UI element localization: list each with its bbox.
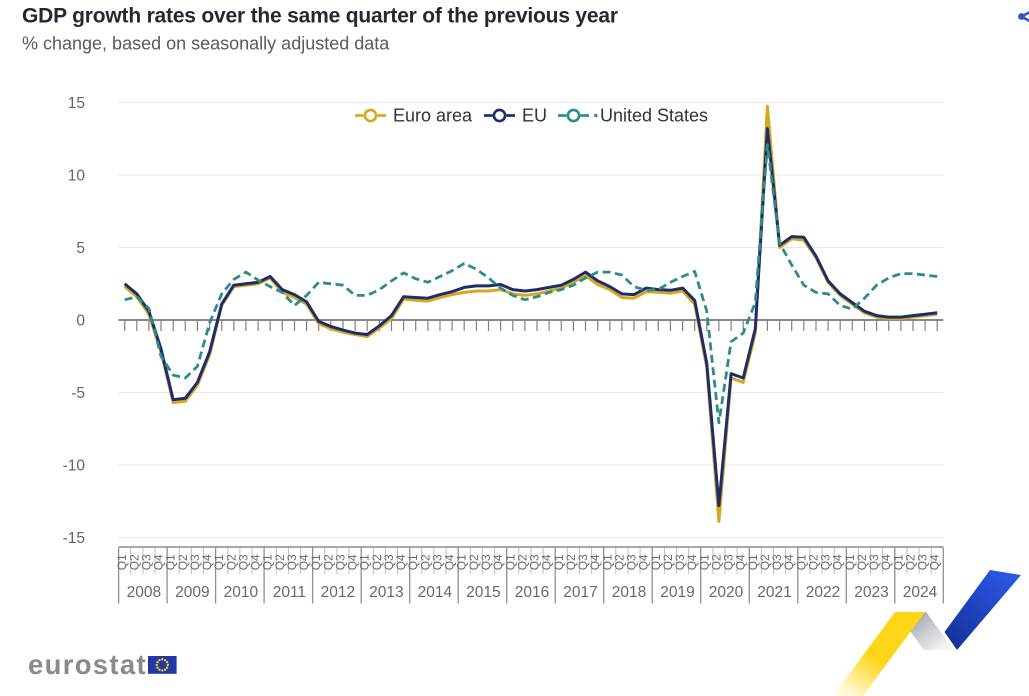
svg-text:% change, based on seasonally: % change, based on seasonally adjusted d… bbox=[22, 34, 390, 54]
svg-text:Q4: Q4 bbox=[637, 554, 651, 570]
svg-text:Q2: Q2 bbox=[612, 554, 626, 570]
svg-text:15: 15 bbox=[68, 95, 85, 112]
svg-text:Q4: Q4 bbox=[831, 554, 845, 570]
svg-text:Euro area: Euro area bbox=[393, 106, 473, 126]
svg-text:Q3: Q3 bbox=[139, 554, 153, 570]
svg-text:Q1: Q1 bbox=[503, 554, 517, 570]
svg-text:Q1: Q1 bbox=[843, 554, 857, 570]
svg-text:Q4: Q4 bbox=[879, 554, 893, 570]
svg-text:2018: 2018 bbox=[612, 584, 646, 601]
svg-text:2011: 2011 bbox=[273, 584, 306, 601]
svg-text:Q4: Q4 bbox=[394, 554, 408, 570]
svg-text:Q1: Q1 bbox=[600, 554, 614, 570]
svg-text:Q4: Q4 bbox=[734, 554, 748, 570]
svg-text:Q1: Q1 bbox=[649, 554, 663, 570]
svg-text:Q4: Q4 bbox=[346, 554, 360, 570]
svg-text:2024: 2024 bbox=[903, 584, 938, 601]
svg-text:0: 0 bbox=[76, 312, 85, 329]
svg-text:Q4: Q4 bbox=[152, 554, 166, 570]
svg-text:Q2: Q2 bbox=[418, 554, 432, 570]
svg-text:Q1: Q1 bbox=[891, 554, 905, 570]
svg-text:-5: -5 bbox=[71, 385, 85, 402]
svg-text:Q3: Q3 bbox=[916, 554, 930, 570]
svg-text:Q1: Q1 bbox=[455, 554, 469, 570]
svg-text:Q1: Q1 bbox=[115, 554, 129, 570]
svg-text:Q4: Q4 bbox=[588, 554, 602, 570]
svg-text:Q2: Q2 bbox=[758, 554, 772, 570]
svg-text:Q1: Q1 bbox=[746, 554, 760, 570]
svg-text:2014: 2014 bbox=[418, 584, 453, 601]
svg-text:Q3: Q3 bbox=[236, 554, 250, 570]
svg-text:Q2: Q2 bbox=[176, 554, 190, 570]
svg-text:Q1: Q1 bbox=[164, 554, 178, 570]
svg-text:Q1: Q1 bbox=[552, 554, 566, 570]
svg-text:Q3: Q3 bbox=[576, 554, 590, 570]
svg-text:5: 5 bbox=[76, 240, 85, 257]
svg-text:Q4: Q4 bbox=[491, 554, 505, 570]
svg-text:Q3: Q3 bbox=[819, 554, 833, 570]
svg-text:Q2: Q2 bbox=[370, 554, 384, 570]
svg-text:United States: United States bbox=[600, 106, 708, 126]
svg-text:Q3: Q3 bbox=[334, 554, 348, 570]
svg-text:Q4: Q4 bbox=[540, 554, 554, 570]
svg-text:Q1: Q1 bbox=[794, 554, 808, 570]
svg-text:eurostat: eurostat bbox=[28, 649, 147, 680]
svg-text:Q3: Q3 bbox=[722, 554, 736, 570]
svg-text:2013: 2013 bbox=[369, 584, 403, 601]
svg-text:Q2: Q2 bbox=[224, 554, 238, 570]
svg-text:EU: EU bbox=[522, 106, 547, 126]
svg-text:2012: 2012 bbox=[321, 584, 355, 601]
svg-text:2023: 2023 bbox=[854, 584, 888, 601]
svg-text:Q2: Q2 bbox=[321, 554, 335, 570]
svg-text:Q2: Q2 bbox=[515, 554, 529, 570]
svg-text:Q2: Q2 bbox=[467, 554, 481, 570]
svg-text:Q2: Q2 bbox=[564, 554, 578, 570]
svg-text:Q1: Q1 bbox=[406, 554, 420, 570]
svg-text:2015: 2015 bbox=[466, 584, 500, 601]
svg-text:Q3: Q3 bbox=[382, 554, 396, 570]
svg-text:Q2: Q2 bbox=[127, 554, 141, 570]
svg-text:Q4: Q4 bbox=[297, 554, 311, 570]
svg-text:Q4: Q4 bbox=[249, 554, 263, 570]
svg-text:Q1: Q1 bbox=[358, 554, 372, 570]
svg-text:2009: 2009 bbox=[175, 584, 209, 601]
svg-text:Q2: Q2 bbox=[855, 554, 869, 570]
svg-text:Q2: Q2 bbox=[807, 554, 821, 570]
svg-text:2010: 2010 bbox=[224, 584, 259, 601]
svg-text:2020: 2020 bbox=[709, 584, 744, 601]
svg-text:GDP growth rates over the same: GDP growth rates over the same quarter o… bbox=[22, 5, 618, 28]
svg-text:Q4: Q4 bbox=[782, 554, 796, 570]
svg-text:Q3: Q3 bbox=[770, 554, 784, 570]
svg-text:Q3: Q3 bbox=[673, 554, 687, 570]
svg-text:Q1: Q1 bbox=[261, 554, 275, 570]
svg-text:Q3: Q3 bbox=[285, 554, 299, 570]
svg-text:Q3: Q3 bbox=[867, 554, 881, 570]
svg-text:Q2: Q2 bbox=[709, 554, 723, 570]
svg-text:2008: 2008 bbox=[127, 584, 161, 601]
svg-text:10: 10 bbox=[68, 167, 86, 184]
svg-text:Q3: Q3 bbox=[431, 554, 445, 570]
svg-text:2017: 2017 bbox=[563, 584, 597, 601]
svg-text:Q3: Q3 bbox=[479, 554, 493, 570]
svg-text:Q3: Q3 bbox=[188, 554, 202, 570]
svg-text:2016: 2016 bbox=[515, 584, 549, 601]
svg-text:Q1: Q1 bbox=[212, 554, 226, 570]
svg-text:Q3: Q3 bbox=[625, 554, 639, 570]
svg-text:Q1: Q1 bbox=[309, 554, 323, 570]
svg-text:Q1: Q1 bbox=[697, 554, 711, 570]
svg-text:Q2: Q2 bbox=[904, 554, 918, 570]
svg-text:Q2: Q2 bbox=[661, 554, 675, 570]
svg-text:Q4: Q4 bbox=[928, 554, 942, 570]
svg-text:Q2: Q2 bbox=[273, 554, 287, 570]
svg-text:Q4: Q4 bbox=[685, 554, 699, 570]
svg-text:Q4: Q4 bbox=[200, 554, 214, 570]
svg-text:Q3: Q3 bbox=[528, 554, 542, 570]
svg-text:-10: -10 bbox=[63, 457, 86, 474]
svg-text:2021: 2021 bbox=[757, 584, 791, 601]
svg-text:Q4: Q4 bbox=[443, 554, 457, 570]
svg-text:2022: 2022 bbox=[806, 584, 840, 601]
svg-text:-15: -15 bbox=[63, 530, 85, 547]
svg-text:2019: 2019 bbox=[660, 584, 694, 601]
